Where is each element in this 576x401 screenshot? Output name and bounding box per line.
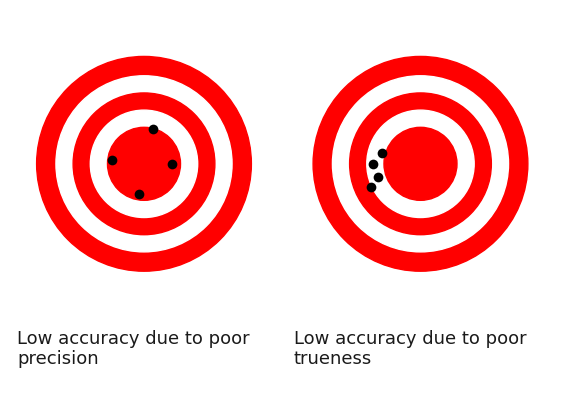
- Circle shape: [384, 128, 457, 201]
- Circle shape: [367, 111, 474, 218]
- Circle shape: [17, 38, 271, 291]
- Circle shape: [37, 57, 251, 271]
- Circle shape: [294, 38, 547, 291]
- Circle shape: [108, 128, 180, 201]
- Circle shape: [56, 77, 232, 252]
- Text: Low accuracy due to poor
precision: Low accuracy due to poor precision: [17, 329, 250, 368]
- Circle shape: [73, 94, 215, 235]
- Text: Low accuracy due to poor
trueness: Low accuracy due to poor trueness: [294, 329, 526, 368]
- Circle shape: [350, 94, 491, 235]
- Circle shape: [90, 111, 198, 218]
- Circle shape: [332, 77, 509, 252]
- Circle shape: [313, 57, 528, 271]
